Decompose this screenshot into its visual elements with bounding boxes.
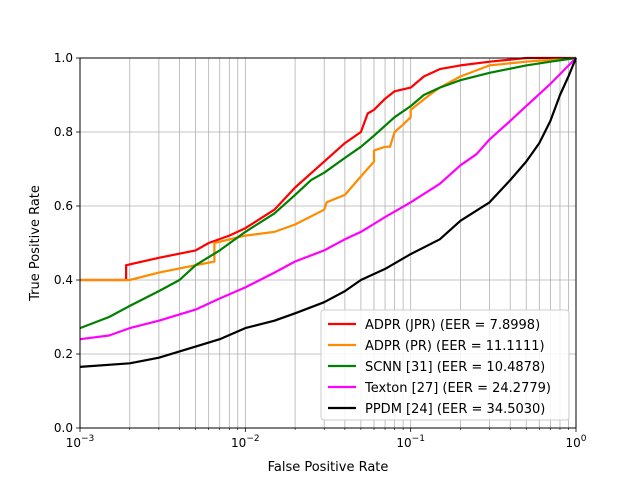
legend-box (320, 309, 570, 421)
plot-frame (79, 57, 577, 429)
legend-label-1: ADPR (PR) (EER = 11.1111) (365, 339, 545, 354)
series-lines (79, 56, 578, 368)
y-tick-label: 0.2 (54, 347, 73, 361)
legend-label-4: PPDM [24] (EER = 34.5030) (365, 402, 545, 417)
x-tick-label: 10−1 (396, 434, 425, 450)
series-line-3 (79, 57, 577, 341)
legend: ADPR (JPR) (EER = 7.8998) ADPR (PR) (EER … (320, 309, 570, 421)
y-tick-label: 0.8 (54, 125, 73, 139)
legend-label-0: ADPR (JPR) (EER = 7.8998) (365, 318, 540, 333)
axis-ticks: 10−3 10−2 10−1 100 0.0 0.2 0.4 0.6 0.8 1.0 (54, 51, 587, 450)
y-tick-label: 0.4 (54, 273, 73, 287)
y-tick-label: 0.0 (54, 421, 73, 435)
y-tick-label: 1.0 (54, 51, 73, 65)
series-line-0 (80, 56, 576, 282)
x-tick-label: 10−3 (66, 434, 95, 450)
x-tick-label: 100 (565, 434, 586, 450)
legend-label-2: SCNN [31] (EER = 10.4878) (365, 360, 545, 375)
series-line-2 (79, 56, 577, 330)
series-line-4 (79, 57, 578, 368)
x-axis-label: False Positive Rate (268, 460, 389, 475)
y-tick-label: 0.6 (54, 199, 73, 213)
legend-label-3: Texton [27] (EER = 24.2779) (364, 381, 551, 396)
x-tick-label: 10−2 (231, 434, 260, 450)
y-axis-label: True Positive Rate (28, 185, 43, 302)
